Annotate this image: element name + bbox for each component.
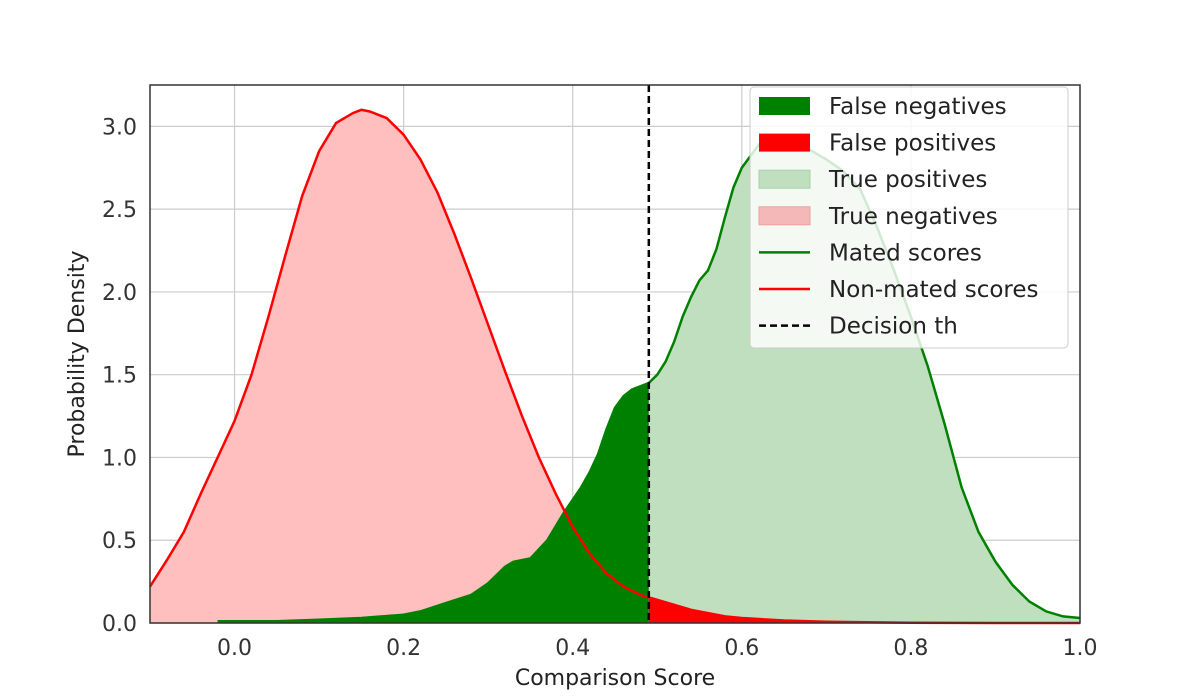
legend: False negatives False positives True posit… — [749, 86, 1069, 349]
legend-label: Decision th — [829, 314, 958, 340]
legend-label: True negatives — [828, 204, 998, 230]
legend-swatch — [759, 133, 810, 152]
legend-label: Non-mated scores — [829, 277, 1039, 303]
legend-swatch — [759, 97, 810, 115]
legend-label: False positives — [829, 131, 996, 157]
x-tick-label: 0.8 — [893, 636, 928, 661]
legend-label: Mated scores — [829, 240, 982, 266]
y-axis-label: Probability Density — [65, 251, 90, 458]
y-tick-label: 1.0 — [102, 446, 137, 471]
density-lines — [148, 108, 1081, 625]
non-mated-scores-line — [148, 108, 1080, 625]
ticks: 0.0 0.2 0.4 0.6 0.8 1.0 0.0 0.5 1.0 1.5 2.0 2.5 3.0 — [102, 115, 1098, 661]
y-tick-label: 1.5 — [102, 364, 137, 389]
legend-label: True positives — [828, 167, 987, 193]
y-tick-label: 2.0 — [102, 281, 137, 306]
y-tick-label: 0.5 — [102, 529, 137, 554]
legend-swatch — [758, 206, 811, 226]
y-tick-label: 2.5 — [102, 198, 137, 223]
plot-frame — [149, 84, 1081, 624]
x-axis-label: Comparison Score — [515, 666, 715, 691]
legend-label: False negatives — [829, 94, 1007, 120]
false-negatives-area — [217, 383, 649, 623]
y-tick-label: 0.0 — [102, 612, 137, 637]
mated-scores-line — [217, 133, 1081, 623]
legend-swatch — [758, 169, 811, 189]
false-positives-area — [648, 597, 1080, 623]
legend-box — [749, 86, 1069, 349]
x-tick-label: 1.0 — [1063, 636, 1098, 661]
x-tick-label: 0.4 — [555, 636, 590, 661]
x-tick-label: 0.0 — [217, 636, 252, 661]
y-tick-label: 3.0 — [102, 115, 137, 140]
true-negatives-area — [150, 109, 1080, 624]
x-tick-label: 0.2 — [386, 636, 421, 661]
x-tick-label: 0.6 — [724, 636, 759, 661]
